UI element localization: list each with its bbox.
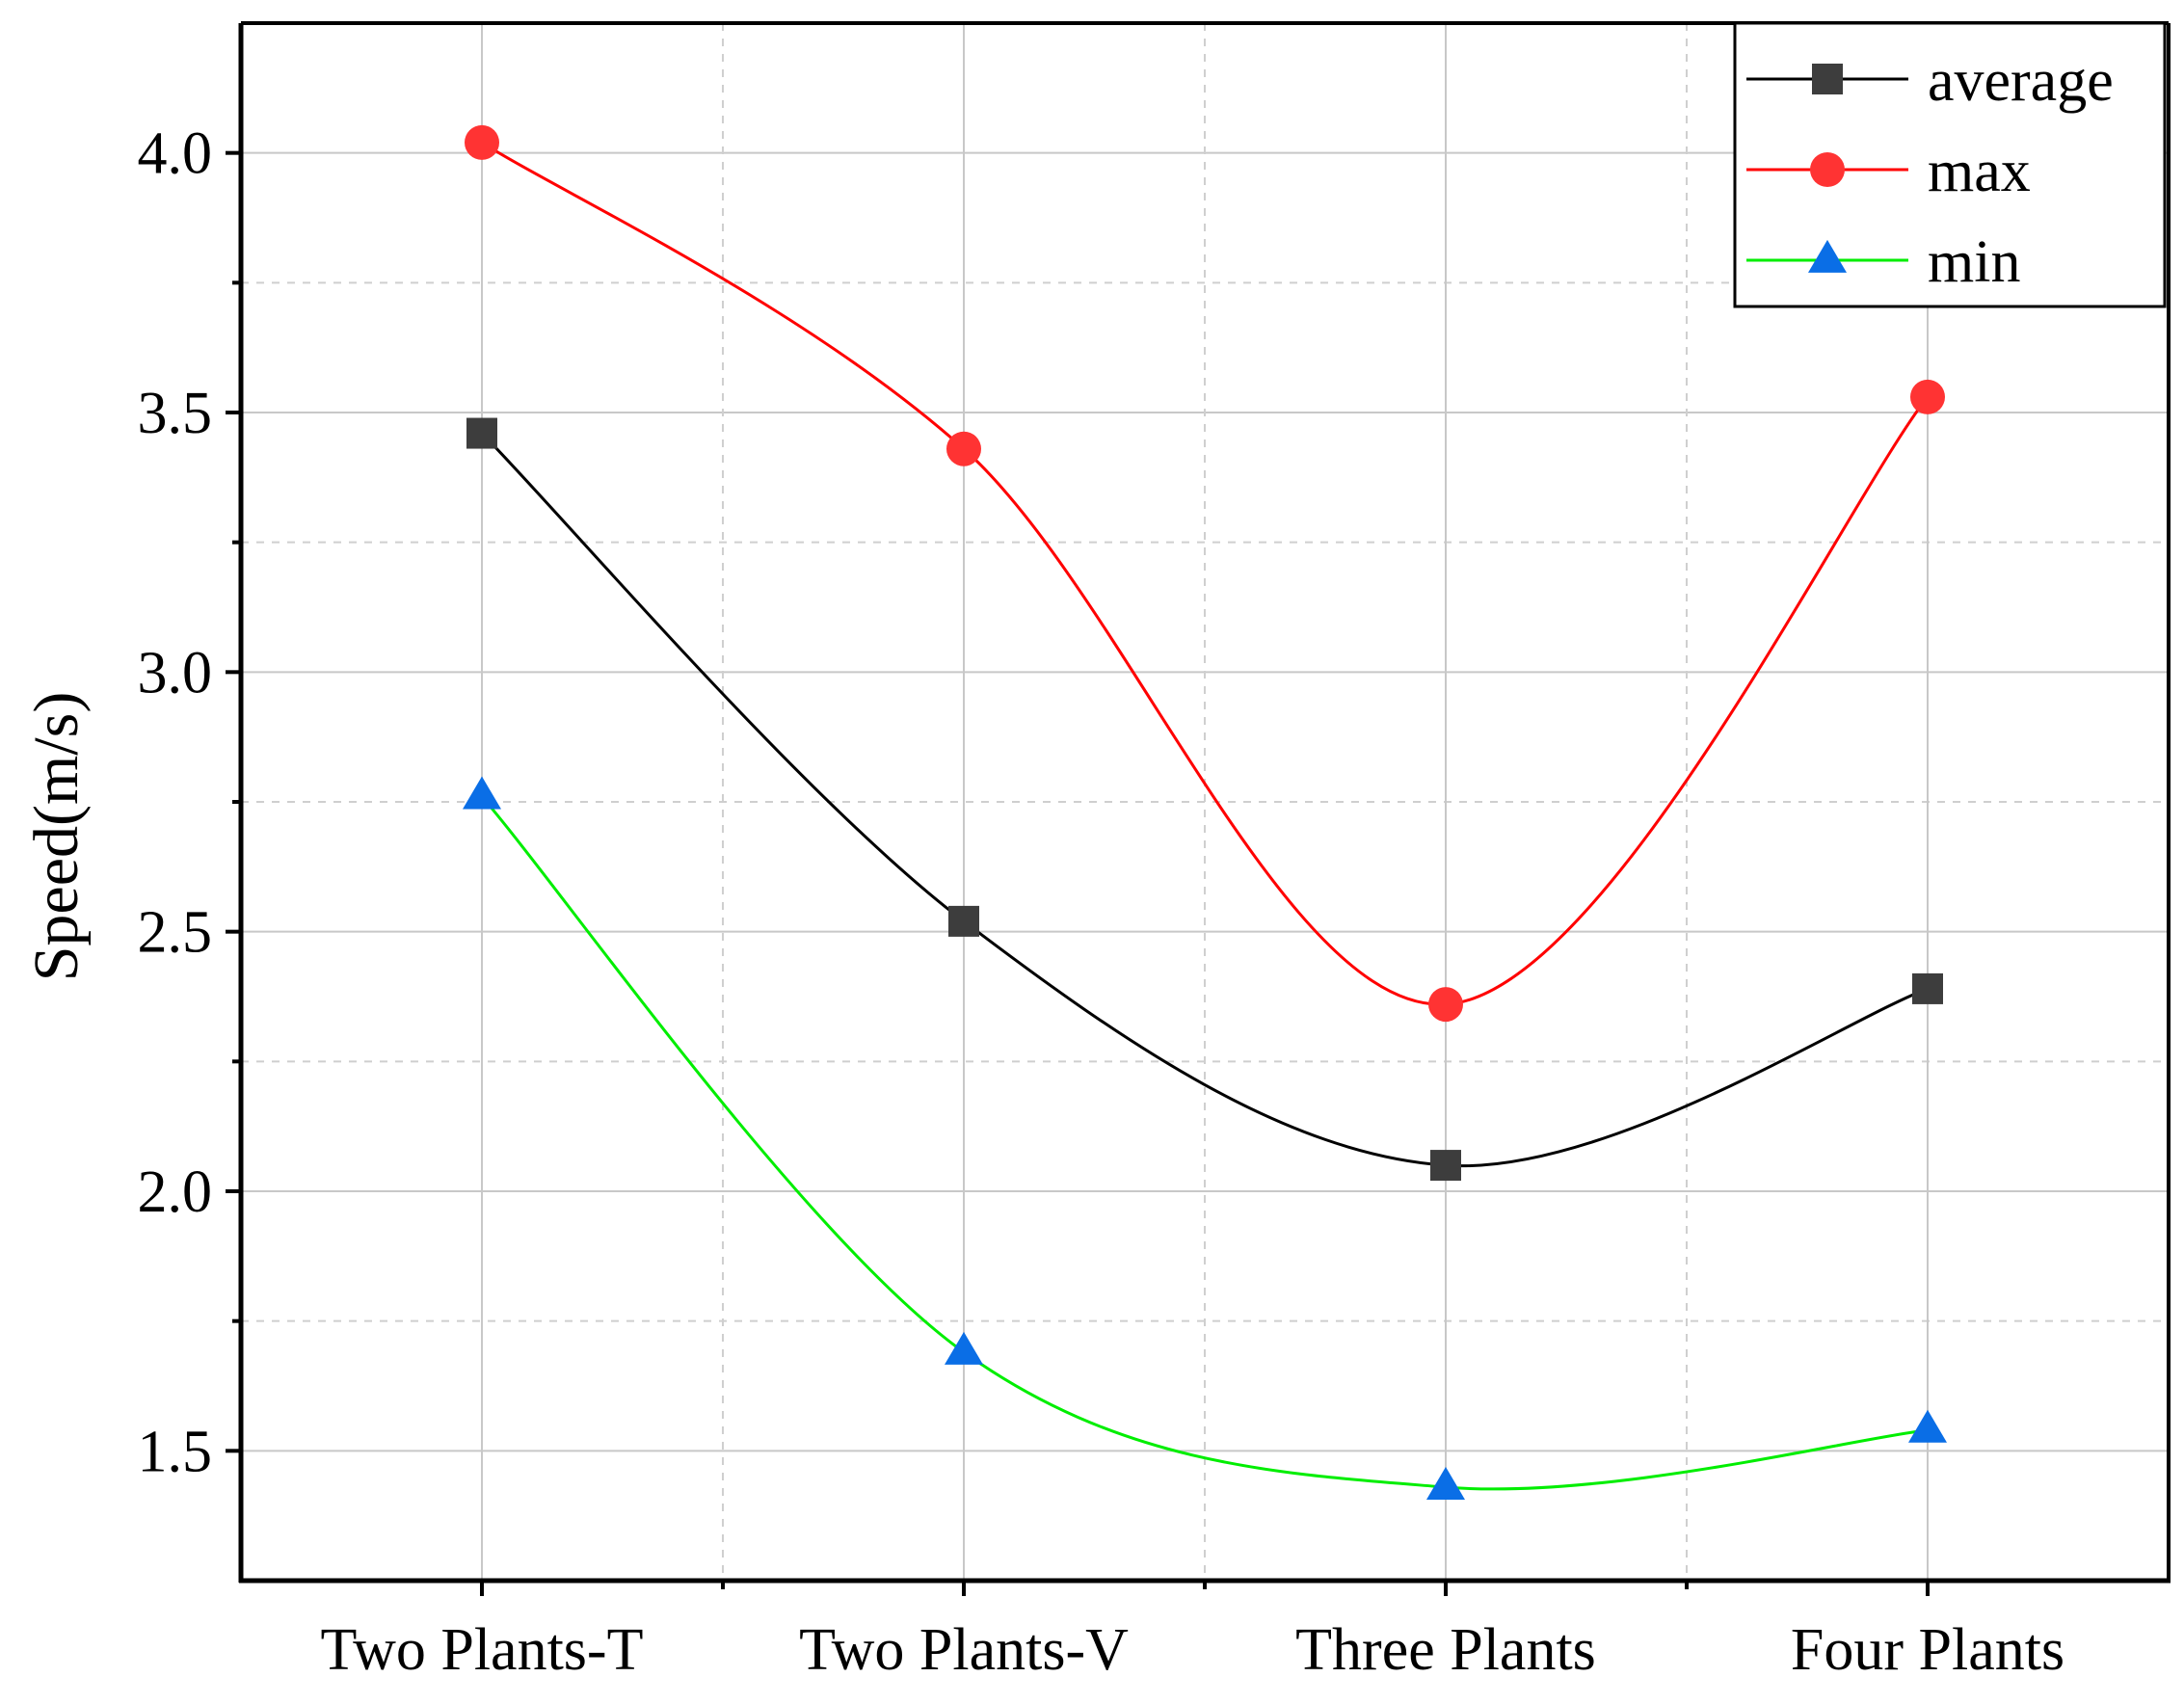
- min-marker: [1908, 1409, 1947, 1443]
- y-tick-label: 1.5: [138, 1419, 213, 1484]
- min-marker: [945, 1331, 983, 1365]
- y-tick-label: 3.5: [138, 381, 213, 446]
- series-lines: [480, 141, 1930, 1491]
- y-tick-label: 2.5: [138, 900, 213, 966]
- average-marker: [1912, 972, 1943, 1004]
- max-line: [481, 141, 1930, 1006]
- legend-min-label: min: [1928, 229, 2020, 295]
- max-marker: [465, 124, 499, 160]
- legend-average-marker: [1812, 64, 1843, 94]
- legend: average max min: [1733, 21, 2167, 308]
- max-marker: [1428, 987, 1463, 1023]
- legend-max-marker: [1810, 152, 1845, 187]
- max-marker: [1910, 379, 1945, 414]
- series-markers: [463, 124, 1947, 1500]
- min-line: [480, 795, 1929, 1491]
- max-marker: [946, 431, 981, 466]
- y-axis-title: Speed(m/s): [21, 692, 92, 982]
- average-line: [480, 432, 1929, 1168]
- legend-average-label: average: [1928, 48, 2114, 114]
- x-tick-label: Two Plants-T: [321, 1617, 644, 1683]
- tick-labels: 1.5 2.0 2.5 3.0 3.5 4.0 Two Plants-T Two Plants…: [138, 121, 2065, 1683]
- legend-min-marker: [1808, 239, 1847, 273]
- min-marker: [463, 776, 501, 810]
- y-tick-label: 2.0: [138, 1159, 213, 1225]
- average-marker: [1430, 1150, 1461, 1182]
- y-tick-label: 4.0: [138, 121, 213, 187]
- average-marker: [466, 417, 497, 449]
- y-tick-label: 3.0: [138, 640, 213, 706]
- min-marker: [1426, 1466, 1465, 1500]
- average-marker: [948, 905, 979, 937]
- x-tick-label: Two Plants-V: [799, 1617, 1129, 1683]
- x-tick-label: Three Plants: [1295, 1617, 1596, 1683]
- legend-max-label: max: [1928, 139, 2031, 204]
- grid: [241, 23, 2169, 1581]
- x-tick-label: Four Plants: [1791, 1617, 2064, 1683]
